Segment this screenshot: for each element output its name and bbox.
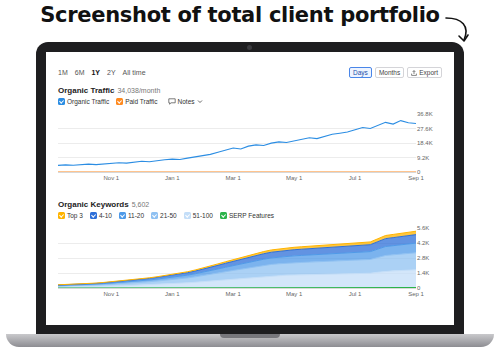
- svg-text:1.4K: 1.4K: [417, 270, 429, 276]
- html-text:Organic Keywords 5,602: Organic Keywords 5,602: [58, 200, 150, 209]
- html-text:4-10: 4-10: [98, 212, 112, 219]
- html-text:Notes: Notes: [177, 98, 195, 105]
- html-text:SERP Features: SERP Features: [229, 212, 274, 219]
- svg-text:May 1: May 1: [286, 291, 303, 297]
- svg-text:Mar 1: Mar 1: [226, 291, 242, 297]
- svg-text:May 1: May 1: [286, 175, 303, 181]
- html-text:Organic Traffic: Organic Traffic: [67, 98, 110, 105]
- svg-text:0: 0: [417, 285, 421, 291]
- html-text:11-20: 11-20: [127, 212, 145, 219]
- svg-text:Jan 1: Jan 1: [165, 175, 180, 181]
- html-text:51-100: 51-100: [192, 212, 213, 219]
- svg-text:Nov 1: Nov 1: [103, 175, 119, 181]
- html-text:2Y: 2Y: [107, 69, 116, 76]
- svg-text:36.8K: 36.8K: [417, 111, 433, 117]
- html-text:Export: Export: [419, 69, 438, 76]
- svg-text:Jan 1: Jan 1: [165, 291, 180, 297]
- html-text:All time: All time: [122, 69, 146, 76]
- html-text:21-50: 21-50: [160, 212, 177, 219]
- html-text:Paid Traffic: Paid Traffic: [125, 98, 158, 105]
- html-text:1M: 1M: [58, 69, 68, 76]
- svg-text:Sep 1: Sep 1: [408, 291, 424, 297]
- svg-text:0: 0: [417, 169, 421, 175]
- svg-text:Sep 1: Sep 1: [408, 175, 424, 181]
- svg-text:2.8K: 2.8K: [417, 255, 429, 261]
- html-text:Days: Days: [353, 69, 368, 76]
- html-text:Screenshot of total client por: Screenshot of total client portfolio: [40, 3, 440, 27]
- svg-text:Jul 1: Jul 1: [349, 175, 362, 181]
- svg-text:Mar 1: Mar 1: [226, 175, 242, 181]
- svg-text:18.4K: 18.4K: [417, 140, 433, 146]
- svg-text:27.6K: 27.6K: [417, 126, 433, 132]
- html-text:Months: Months: [378, 69, 401, 76]
- html-text:Organic Traffic 34,038/month: Organic Traffic 34,038/month: [58, 86, 161, 95]
- svg-text:Jul 1: Jul 1: [349, 291, 362, 297]
- svg-text:5.6K: 5.6K: [417, 225, 429, 231]
- svg-text:Nov 1: Nov 1: [103, 291, 119, 297]
- html-text:1Y: 1Y: [91, 69, 100, 76]
- html-text:6M: 6M: [74, 69, 85, 76]
- html-text:Top 3: Top 3: [67, 212, 83, 219]
- svg-text:9.2K: 9.2K: [417, 155, 429, 161]
- svg-text:4.2K: 4.2K: [417, 240, 429, 246]
